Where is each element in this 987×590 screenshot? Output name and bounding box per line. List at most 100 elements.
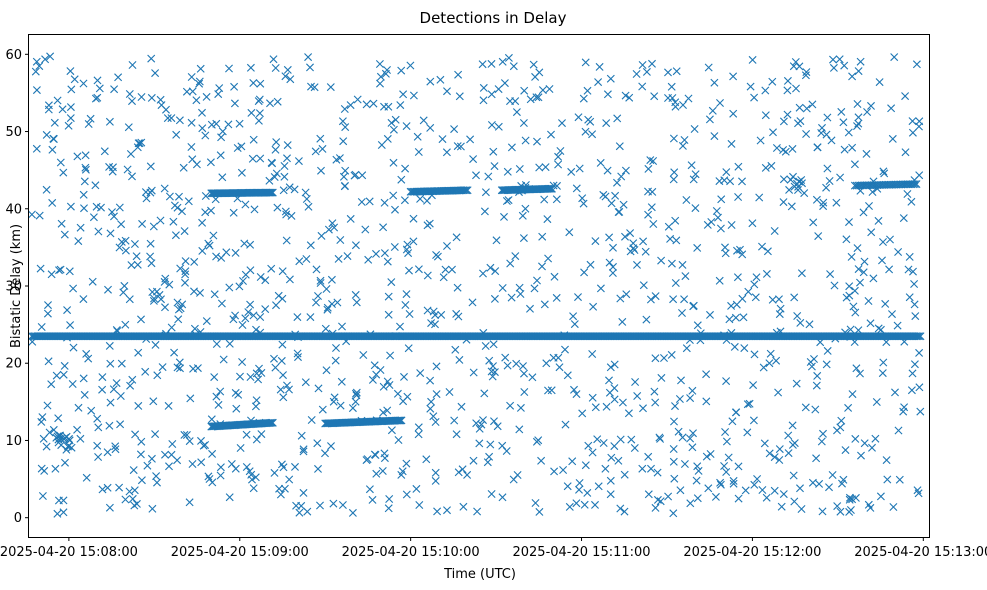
data-point — [217, 133, 226, 142]
data-point — [772, 144, 781, 152]
data-point — [321, 449, 329, 458]
data-point — [60, 361, 69, 370]
data-point — [249, 484, 258, 493]
data-point — [402, 459, 411, 468]
data-point — [734, 462, 743, 471]
data-point — [748, 55, 757, 64]
data-point — [409, 237, 418, 246]
data-point — [295, 508, 304, 517]
data-point — [607, 453, 616, 462]
data-point — [124, 123, 133, 132]
data-point — [660, 354, 668, 362]
data-point — [647, 203, 656, 212]
data-point — [544, 386, 552, 395]
data-point — [729, 109, 738, 118]
data-point — [621, 166, 630, 175]
data-point — [912, 60, 921, 69]
data-point — [275, 484, 284, 493]
data-point — [133, 143, 142, 152]
data-point — [610, 360, 619, 369]
data-point — [169, 217, 178, 226]
data-point — [43, 309, 52, 318]
data-point — [60, 435, 69, 444]
data-point — [80, 177, 89, 186]
data-point — [431, 476, 440, 485]
data-point — [580, 500, 589, 509]
data-point — [242, 430, 251, 439]
data-point — [212, 252, 221, 261]
data-point — [427, 191, 436, 200]
data-point — [316, 501, 324, 510]
data-point — [138, 219, 147, 228]
data-point — [484, 172, 493, 181]
data-point — [675, 395, 684, 403]
data-point — [915, 171, 924, 180]
data-point — [204, 472, 213, 481]
data-point — [880, 169, 889, 178]
data-point — [290, 185, 299, 194]
data-point — [860, 257, 869, 266]
data-point — [128, 494, 137, 503]
data-point — [147, 259, 156, 268]
data-point — [246, 300, 255, 309]
data-point — [66, 67, 75, 76]
data-point — [396, 416, 405, 425]
data-point — [401, 164, 410, 173]
data-point — [900, 403, 909, 412]
y-tick-label: 60 — [5, 48, 22, 63]
data-point — [94, 423, 103, 432]
data-point — [368, 375, 377, 384]
data-point — [147, 93, 156, 102]
data-point — [281, 207, 290, 216]
data-point — [137, 315, 145, 324]
data-point — [686, 499, 695, 508]
data-point — [28, 337, 37, 346]
data-point — [832, 198, 841, 207]
data-point — [238, 321, 247, 329]
data-point — [829, 63, 838, 72]
data-point — [335, 154, 344, 163]
data-point — [173, 456, 182, 465]
data-point — [603, 90, 612, 99]
data-point — [232, 404, 241, 413]
data-point — [100, 147, 109, 156]
data-point — [399, 397, 408, 406]
data-point — [613, 114, 622, 123]
data-point — [340, 182, 349, 191]
data-point — [875, 78, 884, 87]
data-point — [490, 417, 498, 426]
data-point — [613, 178, 621, 187]
data-point — [561, 420, 570, 429]
data-point — [914, 489, 923, 498]
data-point — [277, 356, 286, 365]
data-point — [714, 213, 722, 222]
data-point — [306, 241, 315, 250]
data-point — [475, 439, 484, 448]
data-point — [416, 369, 425, 378]
data-point — [364, 255, 373, 264]
data-point — [702, 370, 711, 379]
data-point — [520, 369, 528, 378]
data-point — [328, 219, 337, 228]
data-point — [901, 92, 910, 101]
data-point — [285, 475, 294, 484]
data-point — [53, 96, 62, 105]
data-point — [915, 332, 923, 341]
data-point — [690, 125, 699, 133]
data-point — [218, 173, 227, 182]
data-point — [60, 230, 69, 239]
data-point — [142, 194, 151, 203]
data-point — [849, 302, 858, 311]
data-point — [310, 83, 319, 92]
data-point — [109, 385, 118, 394]
data-point — [299, 488, 308, 497]
data-point — [741, 486, 750, 495]
data-point — [379, 408, 388, 417]
data-point — [119, 288, 128, 297]
data-point — [337, 377, 346, 386]
data-point — [279, 393, 288, 402]
data-point — [163, 114, 172, 123]
data-point — [669, 457, 678, 466]
data-point — [506, 401, 515, 410]
data-point — [664, 68, 672, 77]
